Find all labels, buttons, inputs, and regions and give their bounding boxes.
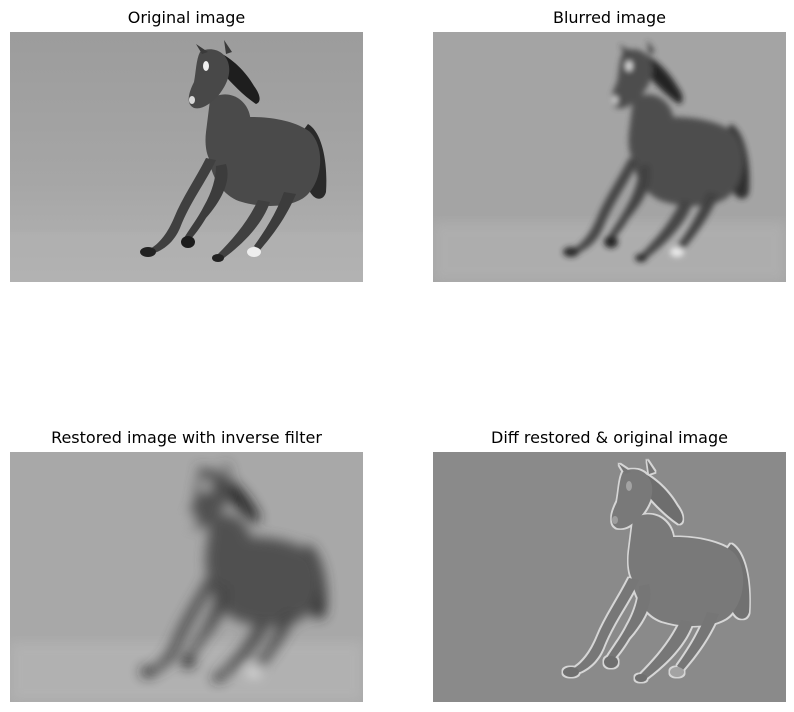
blurred-image [433, 32, 786, 282]
restored-horse-picture [10, 452, 363, 702]
original-horse-picture [10, 32, 363, 282]
panel-title-blurred: Blurred image [552, 8, 666, 27]
panel-title-original: Original image [127, 8, 246, 27]
diff-image [433, 452, 786, 702]
panel-title-diff: Diff restored & original image [491, 428, 728, 447]
blurred-horse-picture [433, 32, 786, 282]
diff-edge-picture [433, 452, 786, 702]
restored-image [10, 452, 363, 702]
panel-title-restored: Restored image with inverse filter [51, 428, 322, 447]
original-image [10, 32, 363, 282]
